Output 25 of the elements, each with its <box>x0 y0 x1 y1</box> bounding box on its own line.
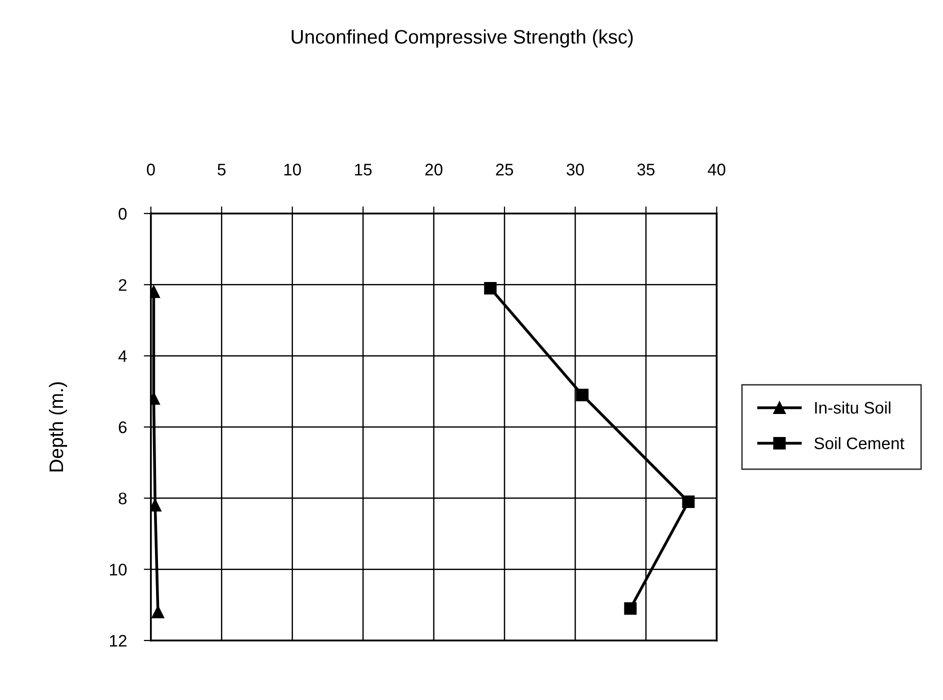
y-tick-label: 6 <box>118 421 127 434</box>
y-tick-label: 0 <box>118 208 127 220</box>
y-tick-label: 2 <box>118 279 126 291</box>
point <box>624 602 637 615</box>
point <box>150 499 162 512</box>
legend-label: Soil Cement <box>814 437 904 450</box>
y-tick-label: 4 <box>118 350 127 362</box>
point <box>484 282 497 294</box>
x-tick-label: 30 <box>566 164 584 176</box>
legend-label: In-situ Soil <box>815 401 890 414</box>
y-tick-label: 12 <box>110 634 126 647</box>
point <box>682 495 695 508</box>
chart-title: Unconfined Compressive Strength (ksc) <box>292 29 633 48</box>
x-tick-label: 0 <box>146 164 155 176</box>
x-tick-label: 15 <box>355 164 372 176</box>
x-tick-label: 35 <box>637 164 655 176</box>
y-tick-label: 10 <box>110 564 127 576</box>
x-tick-label: 40 <box>708 164 726 176</box>
x-tick-label: 25 <box>496 164 514 176</box>
x-tick-label: 5 <box>218 164 226 176</box>
x-tick-label: 20 <box>425 164 442 176</box>
x-tick-label: 10 <box>284 164 301 176</box>
y-axis-title: Depth (m.) <box>48 382 68 472</box>
point <box>576 388 589 402</box>
y-tick-label: 8 <box>118 492 127 504</box>
